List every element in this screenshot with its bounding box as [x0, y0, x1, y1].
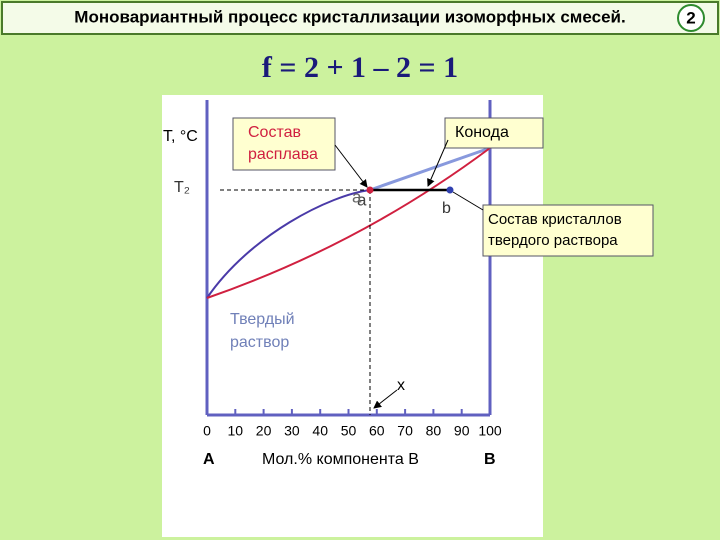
slide-number-circle: [677, 4, 705, 32]
x-tick-label: 40: [312, 423, 328, 439]
title: Моновариантный процесс кристаллизации из…: [74, 7, 625, 26]
x-arrow: [373, 389, 398, 409]
callout-arrow: [427, 139, 449, 187]
callout-text: Состав кристаллов: [488, 211, 622, 228]
callout-box: [482, 204, 654, 257]
x-tick-label: 100: [478, 423, 502, 439]
callout-box: [444, 117, 544, 149]
left-component: A: [203, 451, 215, 468]
x-tick-label: 80: [426, 423, 442, 439]
x-tick-label: 70: [397, 423, 413, 439]
region-label: Твердый: [230, 311, 295, 328]
callout-box: [232, 117, 336, 171]
temperature-label: T₂: [174, 179, 190, 196]
region-label: раствор: [230, 334, 289, 351]
title-bar: [1, 1, 719, 35]
right-component: B: [484, 451, 496, 468]
x-tick-label: 90: [454, 423, 470, 439]
callout-text: Состав: [248, 124, 301, 141]
point-x-label: x: [397, 377, 405, 394]
x-tick-label: 60: [369, 423, 385, 439]
point-b-label: b: [442, 200, 451, 217]
liquidus: [206, 147, 491, 299]
x-tick-label: 20: [256, 423, 272, 439]
liquidus-highlight: [369, 146, 491, 192]
x-tick-label: 50: [341, 423, 357, 439]
formula: f = 2 + 1 – 2 = 1: [262, 51, 458, 84]
x-tick-label: 10: [228, 423, 244, 439]
callout-text: Конода: [455, 124, 509, 141]
solidus: [206, 147, 491, 299]
x-tick-label: 0: [203, 423, 211, 439]
slide-number: 2: [686, 8, 695, 27]
x-tick-label: 30: [284, 423, 300, 439]
y-axis-label: T, °C: [163, 128, 198, 145]
point-b: [446, 186, 454, 194]
point-a: [366, 186, 374, 194]
callout-text: расплава: [248, 146, 318, 163]
callout-text: твердого раствора: [488, 232, 618, 249]
point-a-label: a: [352, 187, 362, 206]
diagram-area: [162, 95, 543, 537]
callout-arrow: [334, 144, 368, 188]
x-axis-label: Мол.% компонента B: [262, 451, 419, 468]
callout-line: [452, 191, 484, 211]
